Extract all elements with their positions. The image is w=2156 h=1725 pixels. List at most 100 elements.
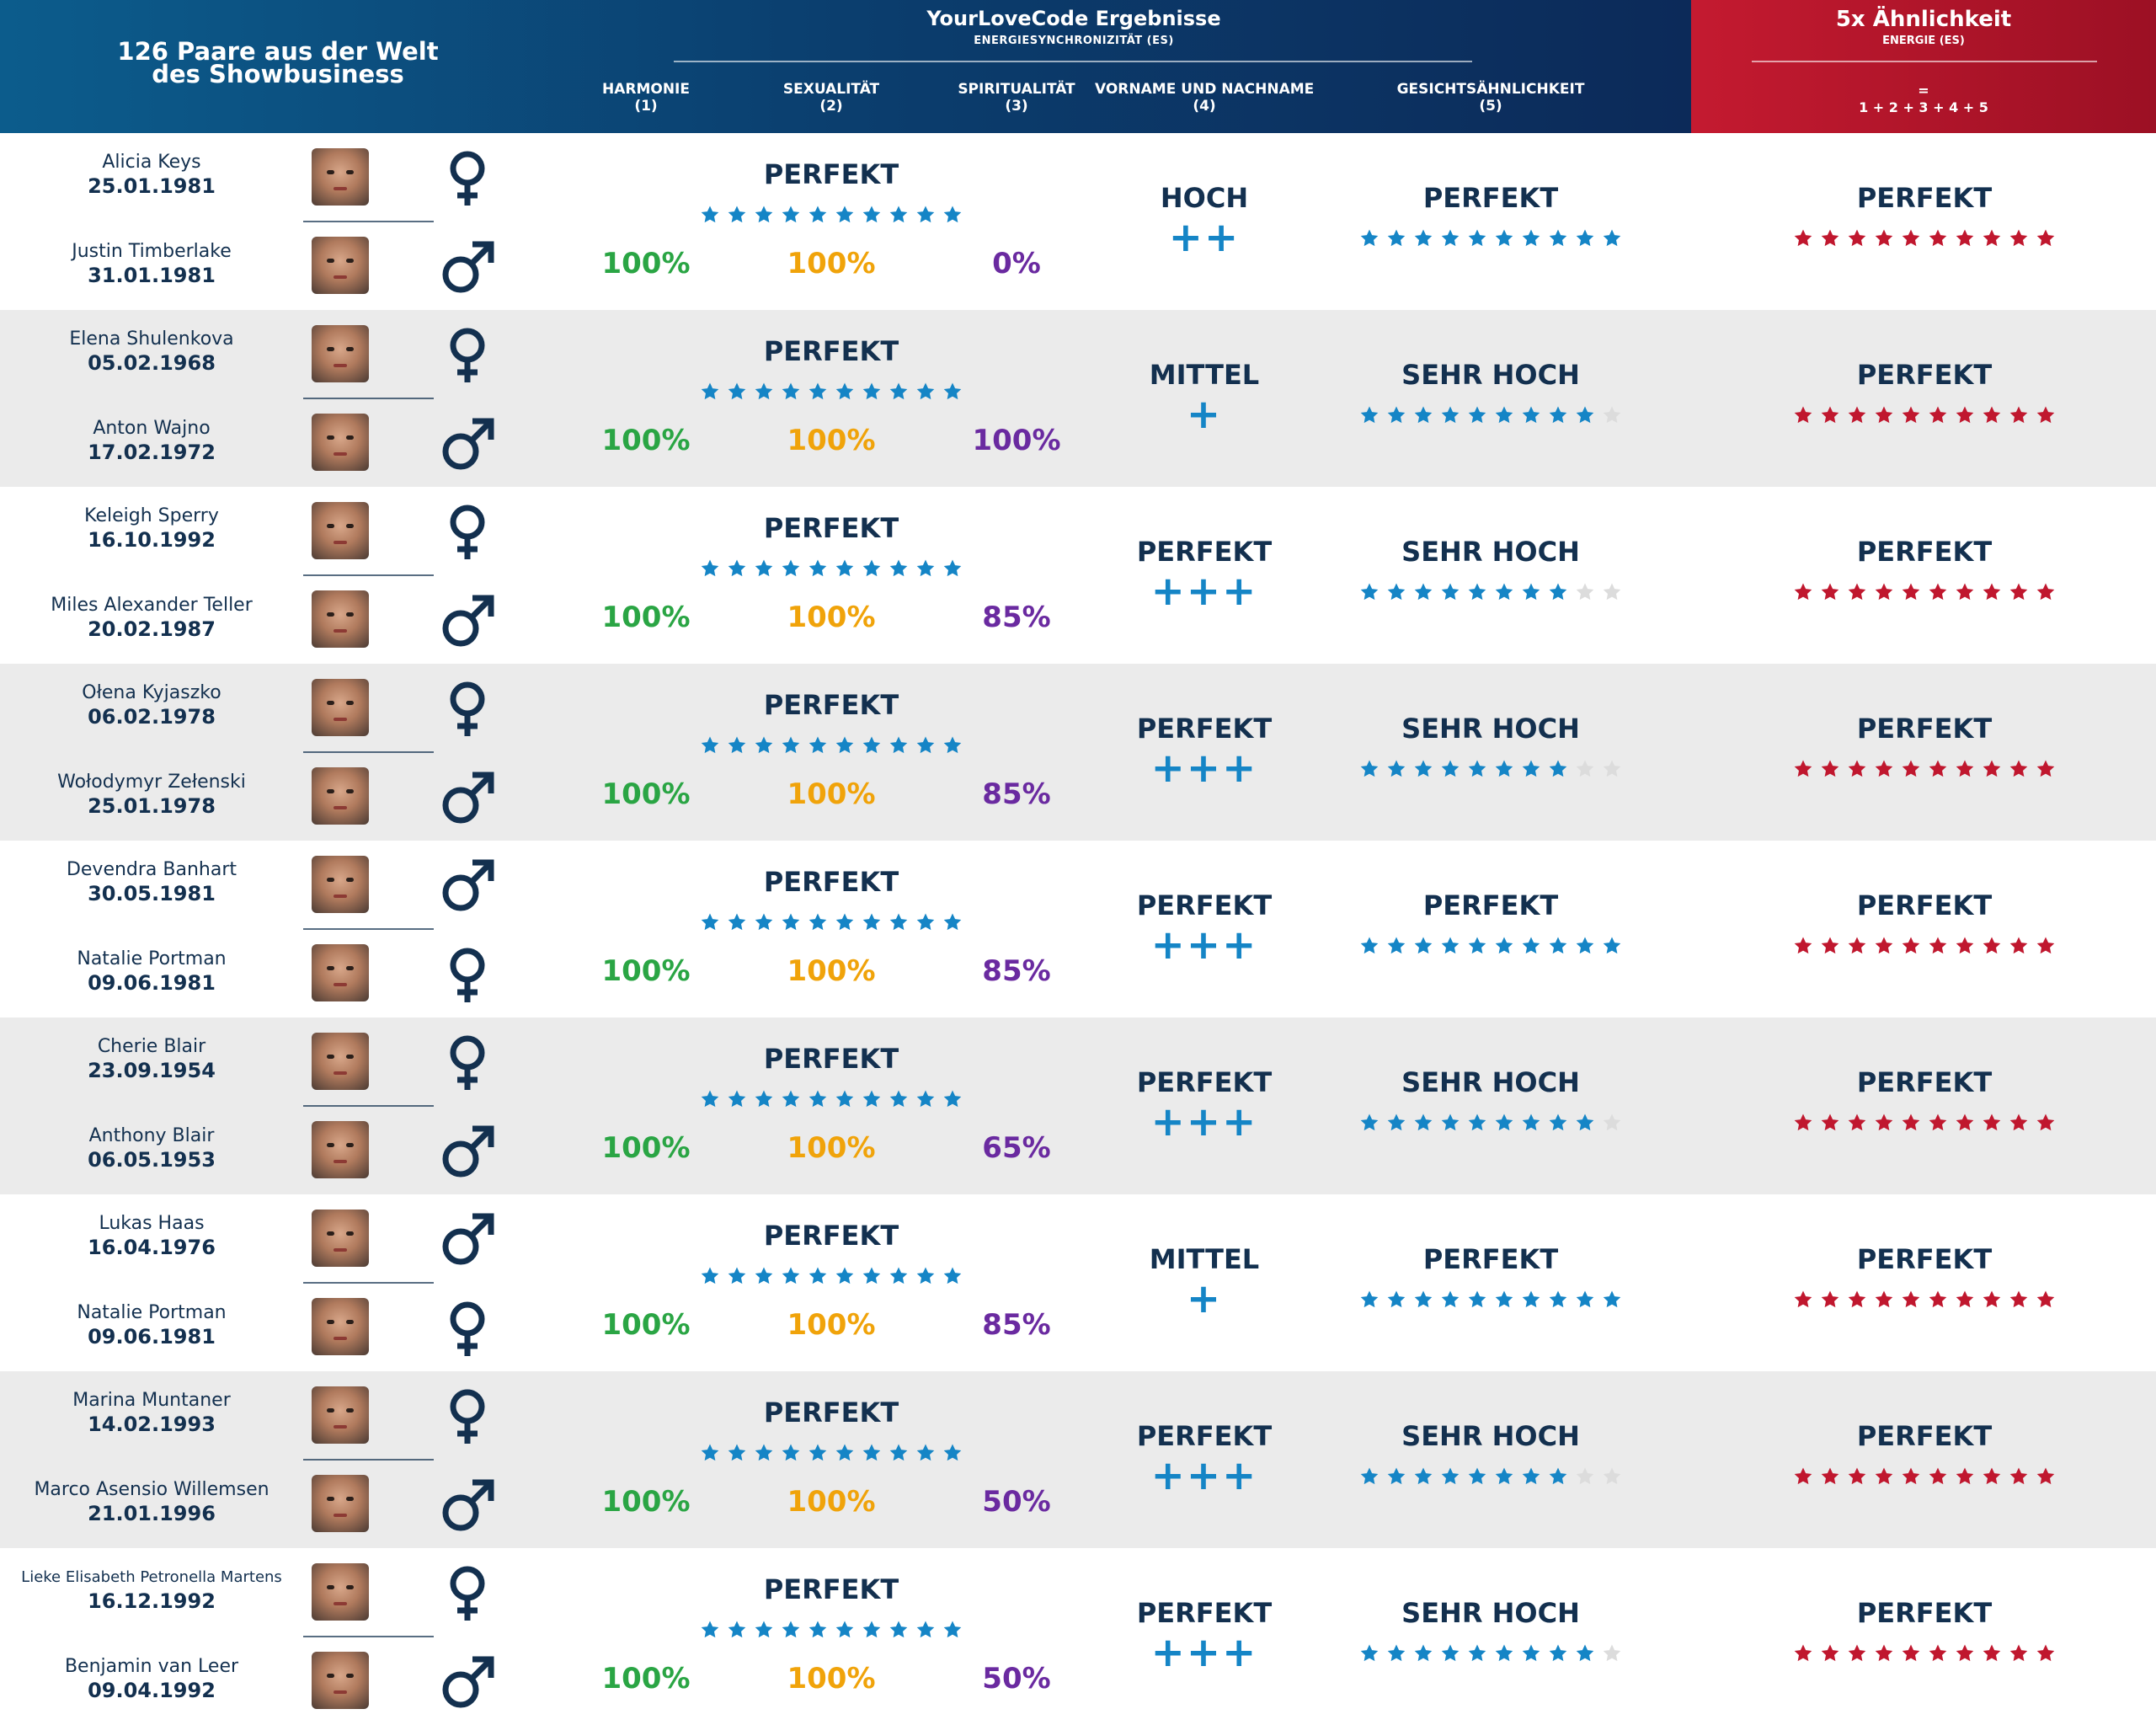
star-icon bbox=[1414, 1290, 1433, 1308]
star-icon bbox=[808, 1444, 827, 1461]
spiritualitaet-value: 50% bbox=[982, 1662, 1051, 1696]
avatar bbox=[312, 1298, 369, 1355]
avatar bbox=[312, 1652, 369, 1709]
star-icon bbox=[728, 1444, 746, 1461]
star-icon bbox=[2036, 1290, 2055, 1308]
star-icon bbox=[1387, 760, 1406, 777]
star-icon bbox=[1983, 229, 2001, 247]
star-icon bbox=[1576, 1290, 1594, 1308]
star-icon bbox=[1956, 229, 1974, 247]
col-header-harmonie-num: (1) bbox=[634, 98, 658, 115]
avatar bbox=[312, 325, 369, 382]
star-icon bbox=[1875, 1467, 1893, 1485]
col-header-face-label: GESICHTSÄHNLICHKEIT bbox=[1396, 81, 1585, 98]
person-divider bbox=[303, 574, 434, 576]
star-icon bbox=[1549, 1644, 1567, 1662]
star-icon bbox=[1983, 583, 2001, 601]
male-symbol-icon bbox=[442, 1125, 494, 1178]
star-rating bbox=[1360, 583, 1621, 601]
star-icon bbox=[782, 1090, 800, 1108]
star-icon bbox=[1848, 583, 1866, 601]
star-icon bbox=[1468, 406, 1486, 424]
star-icon bbox=[701, 913, 719, 931]
star-icon bbox=[916, 1621, 935, 1638]
star-icon bbox=[728, 382, 746, 400]
star-icon bbox=[1902, 1290, 1920, 1308]
avatar bbox=[312, 502, 369, 559]
star-rating bbox=[1794, 1290, 2055, 1308]
male-symbol-icon bbox=[442, 1656, 494, 1708]
person-name: Justin Timberlake bbox=[72, 241, 232, 262]
star-icon bbox=[943, 1090, 962, 1108]
star-icon bbox=[1495, 1644, 1513, 1662]
star-icon bbox=[782, 1621, 800, 1638]
sexualitaet-value: 100% bbox=[787, 601, 876, 634]
star-icon bbox=[862, 736, 881, 754]
star-icon bbox=[1495, 1290, 1513, 1308]
person-name: Lukas Haas bbox=[99, 1213, 205, 1234]
star-icon bbox=[1522, 760, 1540, 777]
avatar bbox=[312, 237, 369, 294]
star-rating bbox=[1794, 1114, 2055, 1131]
es-rating: PERFEKT bbox=[763, 335, 899, 367]
gender-marker bbox=[434, 765, 501, 832]
star-icon bbox=[862, 1090, 881, 1108]
pair-row: Lieke Elisabeth Petronella Martens 16.12.… bbox=[0, 1548, 2156, 1725]
avatar bbox=[312, 679, 369, 736]
person-birthdate: 21.01.1996 bbox=[88, 1502, 216, 1525]
header-red-panel bbox=[1691, 0, 2156, 133]
star-icon bbox=[916, 559, 935, 577]
star-icon bbox=[835, 1621, 854, 1638]
es-rating: PERFEKT bbox=[763, 158, 899, 190]
total-rating: PERFEKT bbox=[1856, 889, 1993, 921]
star-icon bbox=[1956, 760, 1974, 777]
star-icon bbox=[943, 1621, 962, 1638]
star-icon bbox=[835, 736, 854, 754]
star-icon bbox=[1603, 406, 1621, 424]
star-icon bbox=[862, 1267, 881, 1284]
name-rating: PERFEKT bbox=[1136, 713, 1273, 745]
star-icon bbox=[943, 736, 962, 754]
star-icon bbox=[1414, 1644, 1433, 1662]
star-icon bbox=[1956, 1114, 1974, 1131]
col-header-harmonie-label: HARMONIE bbox=[601, 81, 690, 98]
star-icon bbox=[1603, 583, 1621, 601]
female-symbol-icon bbox=[450, 948, 485, 1002]
star-icon bbox=[808, 206, 827, 223]
col-header-spiritualitaet-label: SPIRITUALITÄT bbox=[958, 81, 1075, 98]
star-icon bbox=[782, 206, 800, 223]
gender-marker bbox=[434, 1383, 501, 1450]
star-icon bbox=[2009, 1290, 2028, 1308]
star-icon bbox=[1902, 229, 1920, 247]
total-rating: PERFEKT bbox=[1856, 536, 1993, 568]
avatar bbox=[312, 1386, 369, 1444]
star-rating bbox=[1794, 937, 2055, 954]
star-icon bbox=[701, 1267, 719, 1284]
star-icon bbox=[916, 913, 935, 931]
star-icon bbox=[889, 382, 908, 400]
star-icon bbox=[1794, 1114, 1812, 1131]
avatar bbox=[312, 856, 369, 913]
star-icon bbox=[782, 736, 800, 754]
star-icon bbox=[728, 1090, 746, 1108]
gender-marker bbox=[434, 1029, 501, 1097]
male-symbol-icon bbox=[442, 595, 494, 647]
star-icon bbox=[916, 1090, 935, 1108]
face-rating: PERFEKT bbox=[1422, 1243, 1559, 1275]
star-icon bbox=[1821, 1467, 1839, 1485]
person-birthdate: 16.04.1976 bbox=[88, 1236, 216, 1259]
star-icon bbox=[1414, 760, 1433, 777]
star-icon bbox=[1387, 1644, 1406, 1662]
male-symbol-icon bbox=[442, 241, 494, 293]
star-icon bbox=[808, 913, 827, 931]
star-icon bbox=[835, 559, 854, 577]
person-birthdate: 17.02.1972 bbox=[88, 441, 216, 464]
star-icon bbox=[1848, 229, 1866, 247]
col-header-spiritualitaet: SPIRITUALITÄT (3) bbox=[924, 81, 1109, 115]
star-icon bbox=[1495, 1114, 1513, 1131]
person-birthdate: 09.06.1981 bbox=[88, 1325, 216, 1348]
star-icon bbox=[835, 1090, 854, 1108]
star-icon bbox=[1360, 583, 1379, 601]
person-birthdate: 16.10.1992 bbox=[88, 528, 216, 552]
star-icon bbox=[1902, 760, 1920, 777]
